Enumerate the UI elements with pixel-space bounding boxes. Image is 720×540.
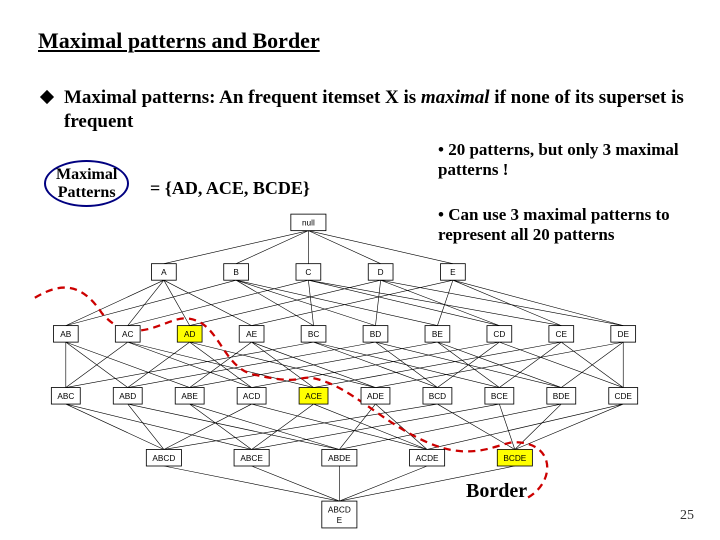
svg-text:B: B (233, 268, 239, 277)
svg-text:BC: BC (308, 330, 320, 339)
def-prefix: Maximal patterns: An frequent itemset X … (64, 87, 421, 108)
svg-text:ABCD: ABCD (152, 454, 175, 463)
svg-text:DE: DE (617, 330, 629, 339)
svg-text:C: C (305, 268, 311, 277)
svg-text:CD: CD (493, 330, 505, 339)
svg-text:BDE: BDE (553, 392, 570, 401)
page-number: 25 (680, 508, 694, 524)
svg-text:AE: AE (246, 330, 258, 339)
svg-text:ABDE: ABDE (328, 454, 351, 463)
svg-text:BCD: BCD (429, 392, 446, 401)
svg-text:ABE: ABE (181, 392, 198, 401)
definition-row: Maximal patterns: An frequent itemset X … (42, 86, 700, 134)
svg-text:AC: AC (122, 330, 134, 339)
svg-text:D: D (378, 268, 384, 277)
svg-text:BCDE: BCDE (503, 454, 526, 463)
svg-text:CE: CE (556, 330, 568, 339)
maximal-line2: Patterns (58, 184, 116, 201)
svg-text:BE: BE (432, 330, 444, 339)
side-note-1: • 20 patterns, but only 3 maximal patter… (438, 140, 700, 181)
border-label: Border (466, 480, 527, 503)
bullet-icon (40, 90, 54, 104)
svg-text:BCE: BCE (491, 392, 508, 401)
svg-text:E: E (450, 268, 456, 277)
svg-text:null: null (302, 218, 315, 227)
svg-text:ABCD: ABCD (328, 505, 351, 514)
maximal-line1: Maximal (56, 166, 117, 183)
svg-text:ACE: ACE (305, 392, 322, 401)
svg-text:BD: BD (370, 330, 382, 339)
svg-text:E: E (337, 516, 343, 525)
svg-text:ACDE: ACDE (416, 454, 439, 463)
svg-text:A: A (161, 268, 167, 277)
svg-text:ABCE: ABCE (240, 454, 263, 463)
maximal-patterns-oval: Maximal Patterns (44, 160, 129, 207)
lattice-diagram: nullABCDEABACADAEBCBDBECDCEDEABCABDABEAC… (10, 210, 710, 530)
svg-text:ACD: ACD (243, 392, 260, 401)
definition-text: Maximal patterns: An frequent itemset X … (64, 86, 700, 134)
svg-text:CDE: CDE (615, 392, 633, 401)
svg-text:AB: AB (60, 330, 72, 339)
page-title: Maximal patterns and Border (38, 28, 320, 54)
svg-text:AD: AD (184, 330, 196, 339)
svg-text:ABC: ABC (57, 392, 74, 401)
maximal-set: = {AD, ACE, BCDE} (150, 178, 310, 199)
def-maximal: maximal (421, 87, 490, 108)
svg-text:ADE: ADE (367, 392, 384, 401)
svg-text:ABD: ABD (119, 392, 136, 401)
